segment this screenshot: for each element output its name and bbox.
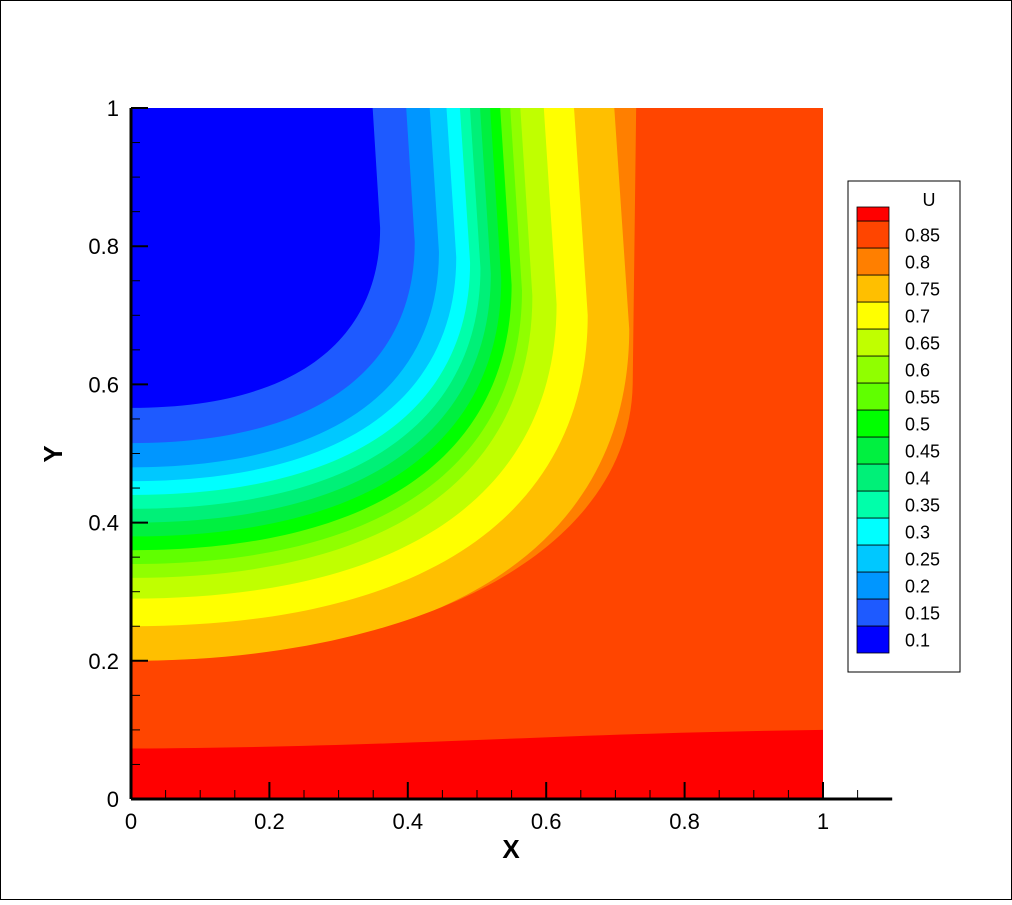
legend-swatch [856,301,890,330]
x-axis-label: X [502,834,520,864]
x-tick-label: 1 [817,809,829,834]
contour-band [131,108,823,799]
y-tick-label: 1 [107,96,119,121]
legend-label: 0.3 [905,523,930,543]
y-tick-label: 0.8 [88,234,119,259]
legend-label: 0.4 [905,469,930,489]
legend-swatch [856,220,890,249]
legend-label: 0.55 [905,388,940,408]
legend-label: 0.45 [905,442,940,462]
legend-swatch [856,274,890,303]
legend-label: 0.75 [905,280,940,300]
legend-label: 0.2 [905,577,930,597]
legend-swatch [856,355,890,384]
legend: U 0.1 0.15 0.2 0.25 0.3 0.35 0.4 0.45 0.5 0.55 0.6… [847,180,961,673]
legend-swatch [856,517,890,546]
legend-title: U [923,190,936,210]
legend-swatch [856,490,890,519]
x-tick-label: 0.4 [393,809,424,834]
legend-label: 0.5 [905,415,930,435]
legend-label: 0.35 [905,496,940,516]
contour-band [131,729,823,799]
y-tick-label: 0.2 [88,649,119,674]
y-tick-label: 0.4 [88,511,119,536]
x-tick-label: 0 [125,809,137,834]
legend-swatch [856,625,890,654]
x-tick-label: 0.6 [531,809,562,834]
legend-label: 0.65 [905,334,940,354]
legend-swatch [856,382,890,411]
axes: 0 0.2 0.4 0.6 0.8 1 0 0.2 0.4 0.6 0.8 1 [88,96,893,834]
legend-swatch [856,247,890,276]
x-tick-label: 0.8 [669,809,700,834]
legend-label: 0.85 [905,226,940,246]
legend-label: 0.6 [905,361,930,381]
legend-swatch [856,436,890,465]
y-tick-label: 0 [107,787,119,812]
plot-area [131,108,823,799]
legend-label: 0.25 [905,550,940,570]
legend-swatch [856,544,890,573]
legend-swatch [856,328,890,357]
legend-swatch [856,206,890,222]
legend-swatch [856,409,890,438]
legend-label: 0.15 [905,604,940,624]
legend-swatch [856,571,890,600]
y-tick-label: 0.6 [88,372,119,397]
legend-label: 0.8 [905,253,930,273]
legend-label: 0.1 [905,631,930,651]
y-axis-label: Y [38,445,68,462]
legend-label: 0.7 [905,307,930,327]
x-tick-label: 0.2 [254,809,285,834]
legend-swatch [856,463,890,492]
legend-swatch [856,598,890,627]
